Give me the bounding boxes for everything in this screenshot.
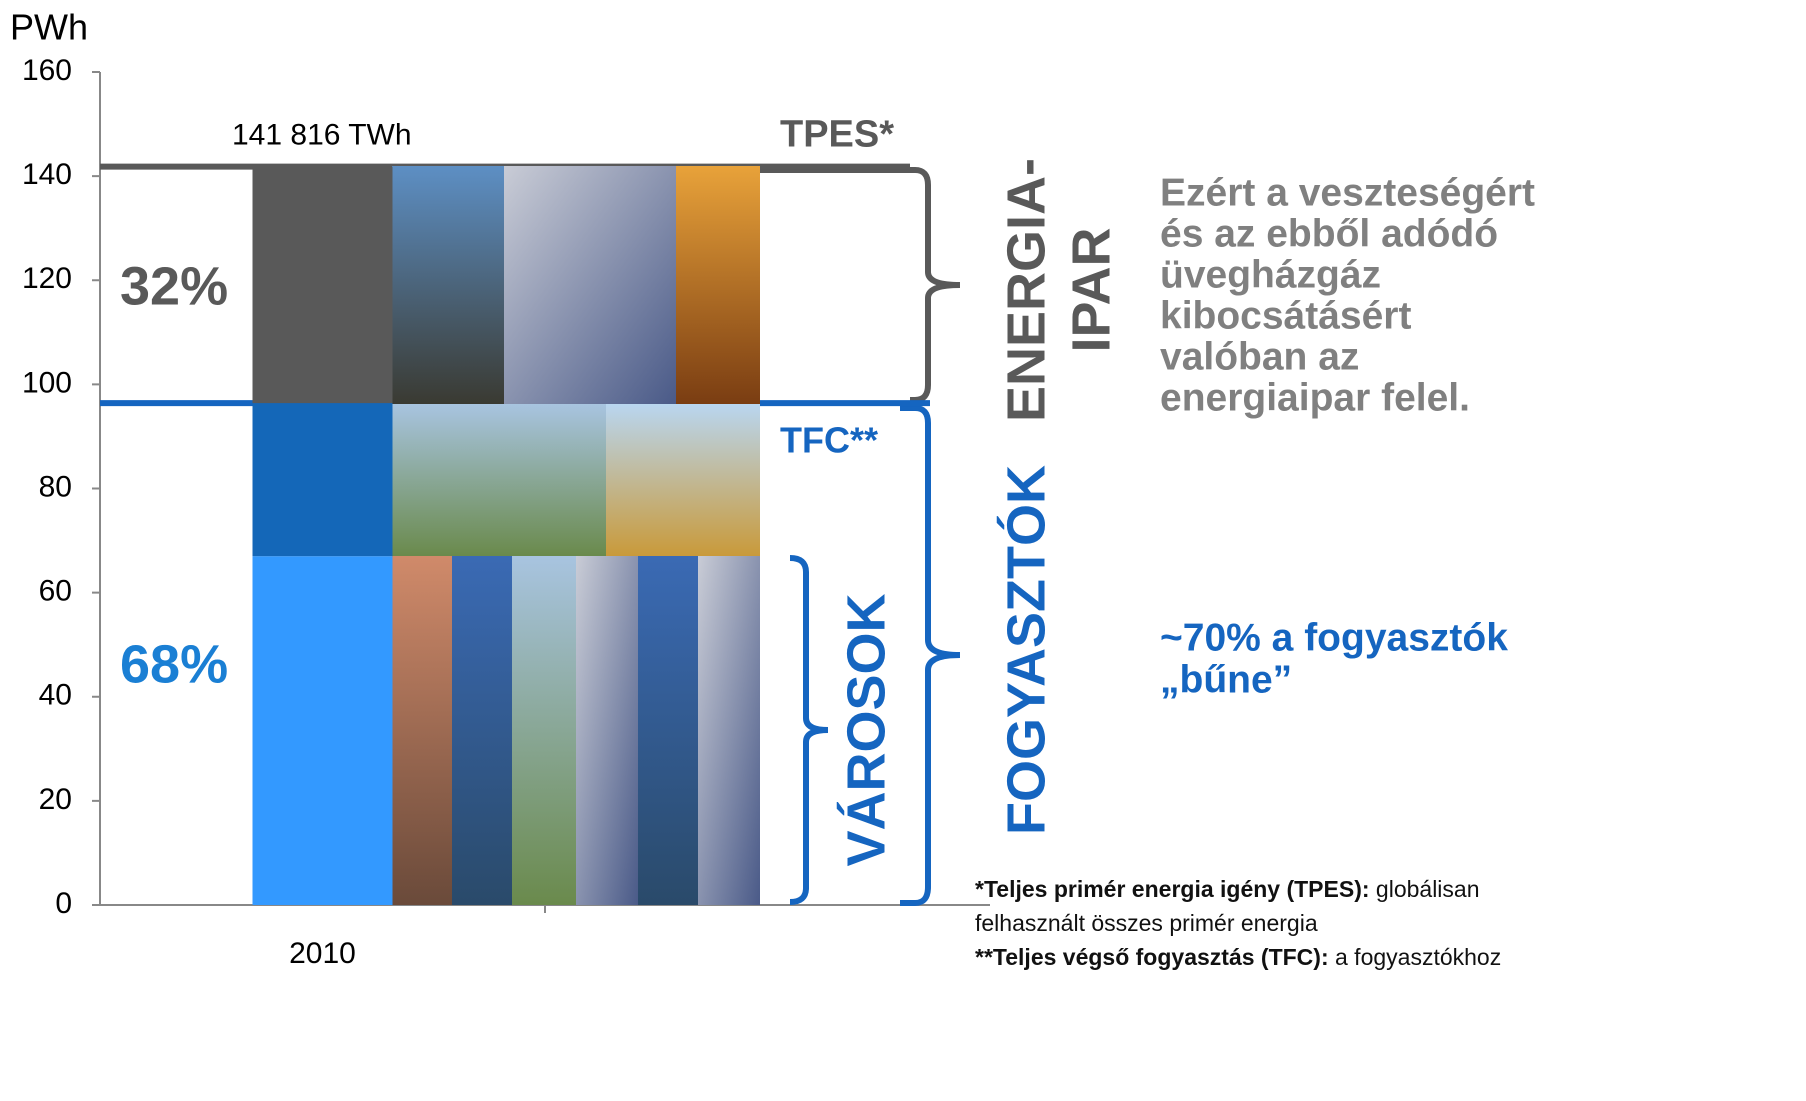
footnote-text: felhasznált összes primér energia [975,910,1318,936]
y-tick-label: 0 [55,887,72,920]
note-text: és az ebből adódó [1160,212,1498,255]
note-text: ~70% a fogyasztók [1160,616,1508,659]
y-axis-label: PWh [10,7,88,48]
bar-segment [252,166,393,404]
footnote-text: globálisan [1370,876,1480,902]
share-label: 68% [120,634,228,694]
y-tick-label: 140 [22,158,72,191]
bar-segment [252,556,393,905]
bracket [760,167,961,403]
x-tick-label: 2010 [289,937,356,970]
note-text: üvegházgáz [1160,253,1381,296]
y-tick-label: 100 [22,366,72,399]
y-tick-label: 60 [39,575,72,608]
bar-segment [252,403,393,557]
photo-collage [392,166,760,905]
y-tick-label: 80 [39,470,72,503]
y-tick-label: 40 [39,679,72,712]
note-text: energiaipar felel. [1160,376,1470,419]
total-label: 141 816 TWh [232,119,412,152]
bracket-label: FOGYASZTÓK [996,465,1056,835]
bracket [789,555,829,905]
bracket-label: ENERGIA- [996,158,1056,422]
y-tick-label: 160 [22,54,72,87]
bracket-label: VÁROSOK [836,593,896,866]
reference-label: TPES* [780,114,894,156]
footnote-text: a fogyasztókhoz [1329,944,1502,970]
share-label: 32% [120,256,228,316]
bracket [900,405,961,906]
note-text: kibocsátásért [1160,294,1411,337]
note-text: „bűne” [1160,658,1292,701]
y-tick-label: 20 [39,783,72,816]
footnote-bold: *Teljes primér energia igény (TPES): [975,876,1370,902]
reference-label: TFC** [780,420,878,461]
footnote-bold: **Teljes végső fogyasztás (TFC): [975,944,1329,970]
bracket-label: IPAR [1061,227,1121,352]
footnote: felhasznált összes primér energia [975,910,1318,936]
y-tick-label: 120 [22,262,72,295]
note-text: Ezért a veszteségért [1160,171,1535,214]
note-text: valóban az [1160,335,1359,378]
footnote: *Teljes primér energia igény (TPES): glo… [975,876,1480,902]
footnote: **Teljes végső fogyasztás (TFC): a fogya… [975,944,1501,970]
